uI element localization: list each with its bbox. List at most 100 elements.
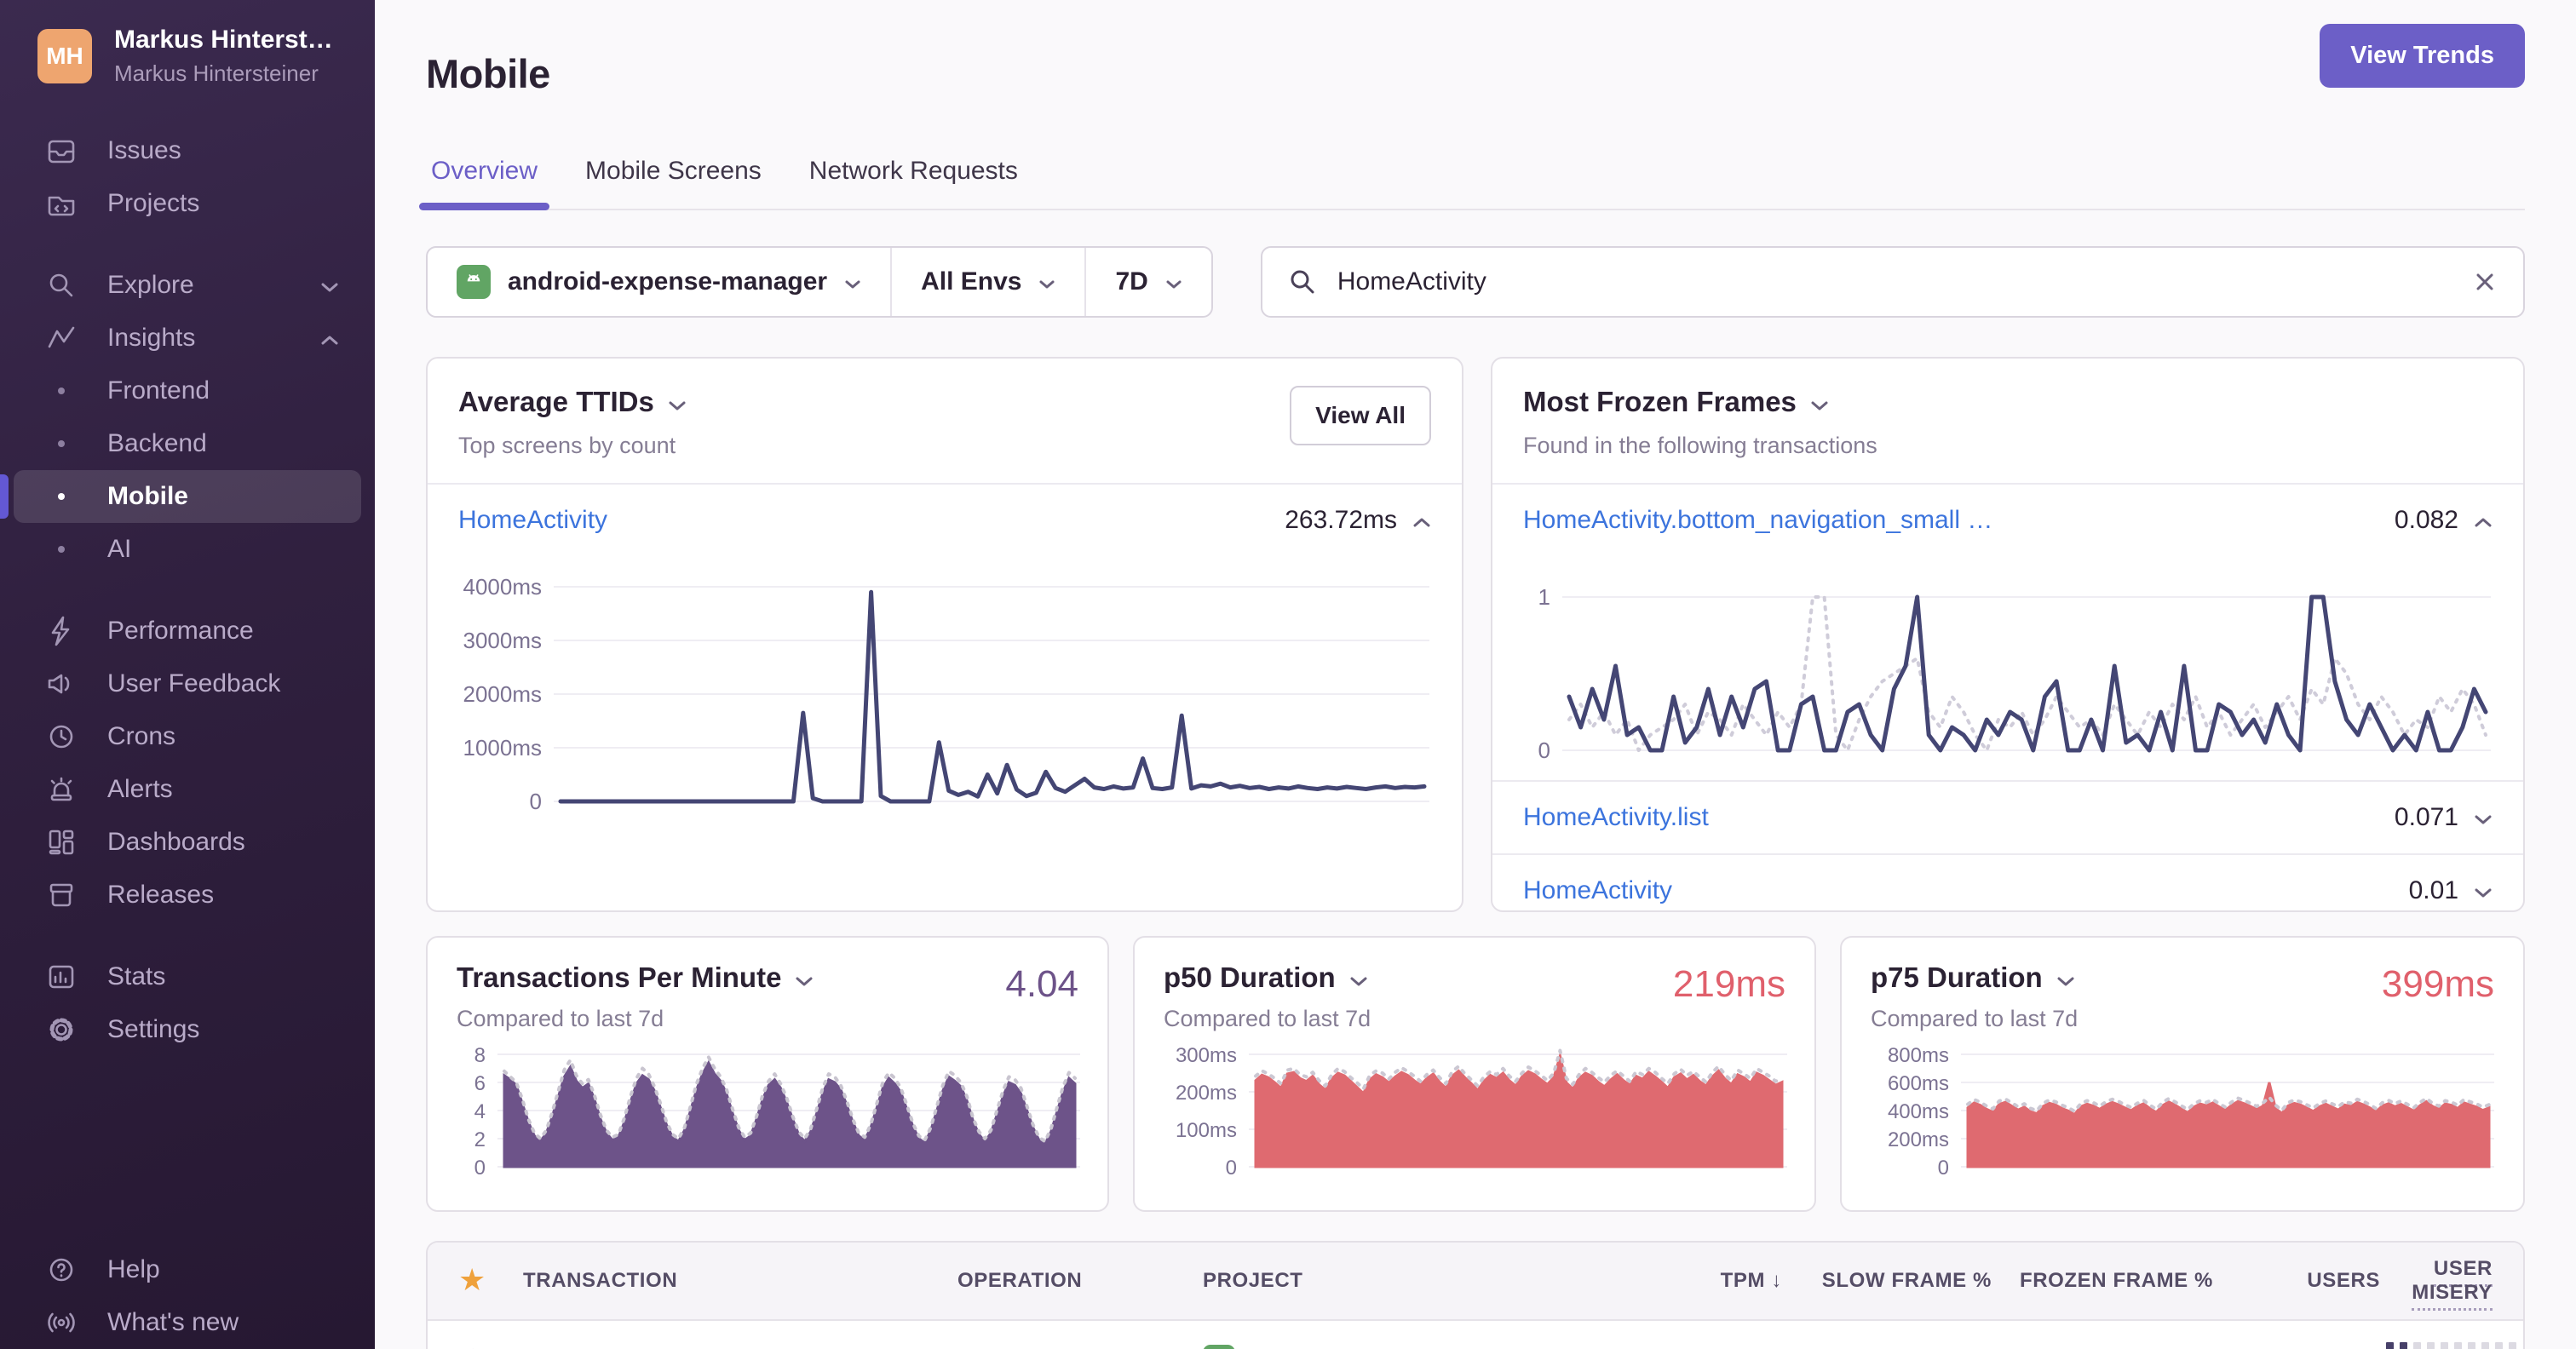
sidebar-item-explore[interactable]: Explore <box>14 259 361 312</box>
svg-text:100ms: 100ms <box>1176 1119 1237 1142</box>
sidebar-item-label: What's new <box>107 1308 239 1336</box>
project-selector[interactable]: android-expense-manager <box>428 248 890 316</box>
bullet-icon <box>44 374 78 408</box>
transaction-link[interactable]: HomeActivity.list <box>1523 802 1709 831</box>
expand-icon[interactable] <box>2474 876 2493 905</box>
p50-value: 219ms <box>1672 962 1785 1005</box>
sidebar-item-issues[interactable]: Issues <box>14 124 361 177</box>
android-project-icon <box>457 264 491 299</box>
svg-text:600ms: 600ms <box>1888 1072 1949 1095</box>
col-tpm-sorted[interactable]: TPM ↓ <box>1720 1268 1782 1292</box>
col-frozen-frame[interactable]: FROZEN FRAME % <box>2019 1268 2213 1292</box>
environment-selector[interactable]: All Envs <box>890 247 1084 316</box>
transaction-link[interactable]: HomeActivity <box>1523 875 1673 904</box>
sidebar-item-whats-new[interactable]: What's new <box>14 1296 361 1349</box>
sidebar-item-crons[interactable]: Crons <box>14 710 361 763</box>
frozen-value: 0.071 <box>2394 802 2458 831</box>
sidebar-item-frontend[interactable]: Frontend <box>14 365 361 417</box>
card-title-ttids[interactable]: Average TTIDs <box>458 386 687 418</box>
transaction-link[interactable]: HomeActivity.bottom_navigation_small … <box>1523 505 1993 534</box>
tab-bar: Overview Mobile Screens Network Requests <box>418 156 2525 210</box>
insights-icon <box>44 321 78 355</box>
transaction-link[interactable]: HomeActivity <box>523 1346 957 1349</box>
col-operation[interactable]: OPERATION <box>957 1268 1083 1292</box>
view-trends-button[interactable]: View Trends <box>2320 24 2525 88</box>
bar-chart-icon <box>44 960 78 994</box>
table-header: ★ TRANSACTION OPERATION PROJECT TPM ↓ SL… <box>428 1242 2523 1321</box>
card-title-p50[interactable]: p50 Duration <box>1164 962 1371 994</box>
expand-icon[interactable] <box>2474 803 2493 832</box>
operation-cell: ui.load <box>957 1346 1203 1349</box>
bullet-icon <box>44 479 78 514</box>
sidebar-item-stats[interactable]: Stats <box>14 950 361 1003</box>
sidebar: MH Markus Hinterst… Markus Hintersteiner… <box>0 0 375 1349</box>
sidebar-item-user-feedback[interactable]: User Feedback <box>14 657 361 710</box>
star-filter-icon[interactable]: ★ <box>458 1262 486 1298</box>
table-row[interactable]: ☆ HomeActivity ui.load android-expense-m… <box>428 1320 2523 1349</box>
search-input[interactable] <box>1335 266 2453 297</box>
p75-chart: 800ms 600ms 400ms 200ms 0 <box>1871 1041 2494 1190</box>
card-subtitle: Compared to last 7d <box>457 1005 664 1031</box>
transaction-link[interactable]: HomeActivity <box>458 505 608 534</box>
svg-text:4000ms: 4000ms <box>463 574 543 600</box>
card-title-p75[interactable]: p75 Duration <box>1871 962 2078 994</box>
user-menu[interactable]: MH Markus Hinterst… Markus Hintersteiner <box>0 0 375 87</box>
sidebar-item-performance[interactable]: Performance <box>14 605 361 657</box>
chevron-down-icon <box>1165 267 1182 296</box>
search-icon <box>44 268 78 302</box>
p50-duration-card: p50 Duration Compared to last 7d 219ms 3… <box>1133 935 1816 1212</box>
sidebar-item-insights[interactable]: Insights <box>14 312 361 365</box>
user-name: Markus Hinterst… <box>114 26 333 54</box>
col-user-misery[interactable]: USER MISERY <box>2380 1256 2493 1311</box>
sidebar-item-help[interactable]: Help <box>14 1243 361 1296</box>
broadcast-icon <box>44 1306 78 1340</box>
view-all-button[interactable]: View All <box>1290 385 1431 445</box>
tab-mobile-screens[interactable]: Mobile Screens <box>585 156 762 185</box>
col-transaction[interactable]: TRANSACTION <box>523 1268 678 1292</box>
card-title-tpm[interactable]: Transactions Per Minute <box>457 962 814 994</box>
collapse-icon[interactable] <box>2474 506 2493 535</box>
svg-text:200ms: 200ms <box>1888 1128 1949 1151</box>
archive-icon <box>44 878 78 912</box>
svg-text:3000ms: 3000ms <box>463 628 543 653</box>
clock-icon <box>44 720 78 754</box>
svg-text:0: 0 <box>1938 1157 1949 1180</box>
star-icon[interactable]: ☆ <box>458 1345 523 1349</box>
card-title-frozen-frames[interactable]: Most Frozen Frames <box>1523 386 1877 418</box>
chevron-down-icon <box>795 962 814 994</box>
search-bar[interactable] <box>1260 245 2525 318</box>
col-users[interactable]: USERS <box>2307 1268 2380 1292</box>
sidebar-item-alerts[interactable]: Alerts <box>14 763 361 816</box>
sidebar-item-label: Dashboards <box>107 828 245 856</box>
sidebar-item-settings[interactable]: Settings <box>14 1003 361 1056</box>
svg-text:0: 0 <box>474 1157 486 1180</box>
tab-network-requests[interactable]: Network Requests <box>808 156 1018 185</box>
tab-overview[interactable]: Overview <box>418 157 550 210</box>
sidebar-item-projects[interactable]: Projects <box>14 177 361 230</box>
environment-selector-value: All Envs <box>921 267 1022 296</box>
svg-text:2000ms: 2000ms <box>463 681 543 707</box>
page-title: Mobile <box>426 51 550 97</box>
col-slow-frame[interactable]: SLOW FRAME % <box>1821 1268 1992 1292</box>
sidebar-item-dashboards[interactable]: Dashboards <box>14 816 361 869</box>
date-range-selector[interactable]: 7D <box>1084 247 1210 316</box>
col-project[interactable]: PROJECT <box>1203 1268 1303 1292</box>
sidebar-item-releases[interactable]: Releases <box>14 869 361 921</box>
sidebar-item-ai[interactable]: AI <box>14 523 361 576</box>
ttid-chart: 4000ms 3000ms 2000ms 1000ms 0 <box>428 556 1462 831</box>
ttid-value: 263.72ms <box>1285 505 1397 534</box>
help-icon <box>44 1253 78 1287</box>
sidebar-item-mobile[interactable]: Mobile <box>0 470 361 523</box>
active-indicator <box>0 474 9 519</box>
chevron-up-icon <box>320 324 339 353</box>
sidebar-item-backend[interactable]: Backend <box>14 417 361 470</box>
tpm-value: 4.04 <box>1005 962 1078 1005</box>
frozen-frame-cell: 0% <box>1992 1346 2213 1349</box>
chevron-down-icon <box>1349 962 1368 994</box>
collapse-icon[interactable] <box>1412 506 1431 535</box>
clear-search-icon[interactable] <box>2472 269 2498 295</box>
project-cell[interactable]: android-expense-manager <box>1203 1344 1629 1349</box>
chevron-down-icon <box>844 267 861 296</box>
svg-text:6: 6 <box>474 1072 486 1095</box>
dashboards-icon <box>44 825 78 859</box>
